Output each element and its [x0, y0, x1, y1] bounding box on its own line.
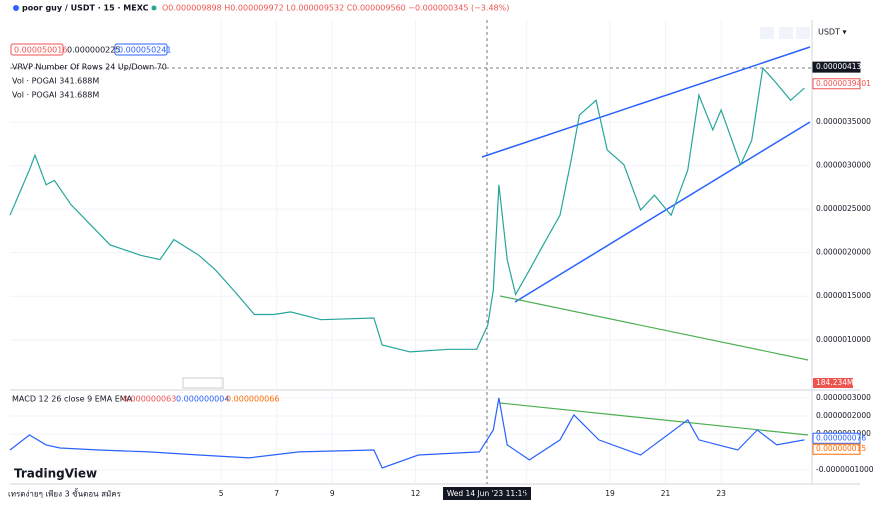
ohlc: O0.000009898 H0.000009972 L0.000009532 C… [162, 4, 509, 13]
brand-logo: TradingView [14, 467, 97, 481]
x-tick-label: 7 [274, 489, 279, 498]
x-tick-label: 23 [716, 489, 726, 498]
price-label-box [812, 443, 861, 455]
crosshair-time-box [443, 487, 531, 500]
price-label: 0.000000015 [816, 444, 866, 453]
price-label-box [812, 78, 861, 90]
button[interactable] [760, 27, 774, 39]
macd-legend: MACD 12 26 close 9 EMA EMA [12, 395, 133, 404]
ask-box [114, 43, 168, 56]
y-tick-label: 0.0000025000 [816, 204, 871, 213]
x-tick-label: 21 [661, 489, 671, 498]
volume-label-box [182, 377, 224, 389]
y-tick-label: 0.0000035000 [816, 117, 871, 126]
symbol-title: poor guy / USDT · 15 · MEXC [22, 4, 149, 13]
macd-trend-arrow [499, 402, 809, 436]
bid-box [10, 43, 64, 56]
y-tick-label: 0.0000020000 [816, 248, 871, 257]
y-tick-label: 0.0000010000 [816, 335, 871, 344]
price-label: 0.0000041310 [816, 62, 871, 71]
volume-label: 184.234M [816, 378, 854, 387]
indicator-vol: Vol · POGAI 341.688M [12, 91, 99, 100]
y-tick-label: 0.0000002000 [816, 411, 871, 420]
price-label: 0.0000039401 [816, 79, 871, 88]
wedge-upper-line [481, 46, 811, 158]
wedge-lower-line [514, 121, 811, 303]
symbol-icon [13, 5, 19, 11]
x-tick-label: 9 [330, 489, 335, 498]
y-tick-label: 0.0000030000 [816, 161, 871, 170]
button[interactable] [779, 27, 793, 39]
x-tick-label: 16 [522, 489, 532, 498]
bid: 0.000050016 [14, 46, 67, 55]
x-tick-label: 12 [411, 489, 421, 498]
button[interactable] [796, 27, 810, 39]
signal-value: 0.000000066 [226, 395, 279, 404]
price-label: 0.000000076 [816, 433, 866, 442]
x-tick-label: 19 [605, 489, 615, 498]
ask: 0.000050241 [118, 46, 171, 55]
x-tick-label: 5 [219, 489, 224, 498]
crosshair-time: Wed 14 Jun '23 11:15 [447, 489, 528, 498]
price-label-box [812, 432, 861, 444]
macd-hist-value: -0.000000063 [120, 395, 176, 404]
marks [9, 66, 805, 469]
trend-arrow [499, 295, 809, 361]
y-tick-label: 0.0000003000 [816, 393, 871, 402]
status-dot [151, 5, 157, 11]
price-label-box [812, 61, 861, 73]
y-tick-label: 0.0000015000 [816, 291, 871, 300]
volume-label-box [813, 378, 853, 388]
price-line [9, 397, 805, 469]
macd-value: 0.000000004 [176, 395, 229, 404]
grid [10, 20, 810, 484]
y-tick-label: -0.0000001000 [816, 465, 874, 474]
currency-select[interactable]: USDT ▾ [818, 28, 847, 37]
indicator-vol: Vol · POGAI 341.688M [12, 77, 99, 86]
price-line [9, 66, 805, 353]
promo-text: เทรดง่ายๆ เพียง 3 ขั้นตอน สมัคร [8, 488, 122, 499]
spread: 0.000000225 [67, 46, 120, 55]
indicator-vrvp: VRVP Number Of Rows 24 Up/Down 70 [12, 63, 167, 72]
